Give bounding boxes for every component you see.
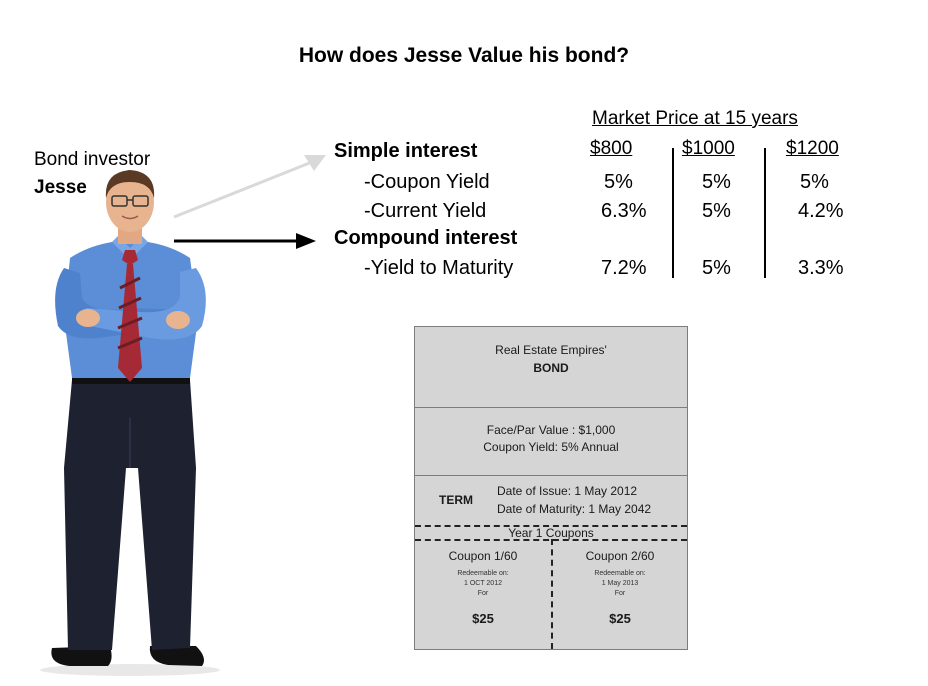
table-cell: 7.2% (601, 257, 647, 279)
bond-coupon-yield: Coupon Yield: 5% Annual (483, 440, 619, 454)
simple-interest-heading: Simple interest (334, 140, 478, 162)
coupon-date: 1 May 2013 (601, 580, 639, 587)
price-header-800: $800 (590, 138, 633, 159)
bond-term-label: TERM (439, 493, 473, 507)
yield-to-maturity-label: -Yield to Maturity (364, 257, 514, 279)
investor-label-group: Bond investor Jesse (34, 146, 150, 202)
coupon-for-label: For (477, 590, 489, 597)
coupon-redeem-label: Redeemable on: (457, 570, 509, 577)
investor-label: Bond investor (34, 149, 151, 170)
arrows-graphic (173, 155, 326, 249)
table-cell: 5% (702, 200, 731, 222)
coupon-redeem-label: Redeemable on: (594, 570, 646, 577)
divider (415, 525, 687, 527)
bond-maturity-date: Date of Maturity: 1 May 2042 (497, 502, 652, 516)
coupon-title: Coupon 2/60 (585, 549, 655, 563)
coupon-2: Coupon 2/60 Redeemable on: 1 May 2013 Fo… (553, 549, 687, 626)
table-cell: 6.3% (601, 200, 647, 222)
coupon-amount: $25 (472, 611, 494, 626)
bond-certificate: Real Estate Empires' BOND Face/Par Value… (414, 326, 688, 650)
table-cell: 5% (604, 171, 633, 193)
bond-face-value: Face/Par Value : $1,000 (486, 423, 616, 437)
bond-issuer: Real Estate Empires' (495, 343, 607, 357)
divider (415, 475, 687, 476)
investor-name: Jesse (34, 177, 87, 198)
divider (551, 539, 553, 649)
coupon-amount: $25 (609, 611, 631, 626)
table-cell: 5% (702, 257, 731, 279)
bond-label: BOND (533, 361, 569, 375)
price-header-1000: $1000 (682, 138, 735, 159)
page-title: How does Jesse Value his bond? (298, 44, 630, 67)
bond-issue-date: Date of Issue: 1 May 2012 (497, 484, 638, 498)
table-divider-1 (672, 148, 674, 278)
table-divider-2 (764, 148, 766, 278)
table-cell: 4.2% (798, 200, 844, 222)
coupon-yield-label: -Coupon Yield (364, 171, 490, 193)
coupon-for-label: For (614, 590, 626, 597)
coupons-header: Year 1 Coupons (508, 526, 594, 540)
price-header-1200: $1200 (786, 138, 839, 159)
table-cell: 3.3% (798, 257, 844, 279)
market-price-title: Market Price at 15 years (592, 108, 798, 129)
compound-interest-heading: Compound interest (334, 227, 518, 249)
divider (415, 407, 687, 408)
coupon-title: Coupon 1/60 (448, 549, 518, 563)
coupon-1: Coupon 1/60 Redeemable on: 1 OCT 2012 Fo… (415, 549, 551, 626)
simple-interest-arrow (173, 160, 313, 219)
current-yield-label: -Current Yield (364, 200, 487, 222)
coupon-date: 1 OCT 2012 (463, 580, 502, 587)
table-cell: 5% (800, 171, 829, 193)
bond-investor-illustration (40, 170, 220, 676)
table-cell: 5% (702, 171, 731, 193)
